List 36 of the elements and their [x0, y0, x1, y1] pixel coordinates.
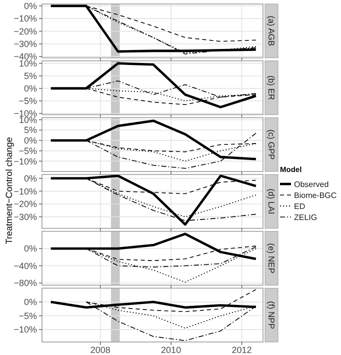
- y-tick-label: 0%: [24, 173, 37, 184]
- legend-label: Biome-BGC: [294, 190, 337, 200]
- y-tick-label: −30%: [14, 39, 37, 50]
- y-tick-label: −10%: [14, 156, 37, 166]
- y-tick-label: 10%: [18, 58, 37, 68]
- y-tick-label: 5%: [24, 125, 37, 136]
- y-tick-label: 0%: [24, 84, 37, 94]
- y-tick-label: −5%: [18, 146, 37, 156]
- legend-label: Observed: [294, 180, 329, 189]
- y-tick-label: −40%: [14, 260, 37, 271]
- y-tick-label: −5%: [18, 96, 37, 106]
- text: (a) AGB: [266, 16, 277, 46]
- y-tick-label: −5%: [18, 310, 37, 321]
- y-tick-label: −80%: [14, 278, 37, 288]
- text: (d) LAI: [266, 188, 277, 214]
- x-tick-label: 2008: [90, 345, 110, 355]
- y-tick-label: 0%: [24, 297, 37, 308]
- y-axis-title: Treatment−Control change: [4, 137, 14, 244]
- y-tick-label: 0%: [24, 136, 37, 146]
- text: (f) NPP: [266, 301, 277, 330]
- y-tick-label: 5%: [24, 71, 37, 82]
- x-tick-label: 2010: [161, 345, 182, 355]
- text: (b) ER: [266, 75, 277, 100]
- y-tick-label: −10%: [14, 324, 37, 335]
- text: (e) NEP: [266, 243, 277, 274]
- y-tick-label: 0%: [24, 244, 37, 254]
- legend-label: ED: [294, 202, 306, 211]
- y-tick-label: 0%: [24, 1, 37, 12]
- text: (c) GPP: [266, 129, 277, 160]
- y-tick-label: −30%: [14, 212, 37, 222]
- x-tick-label: 2012: [232, 345, 252, 355]
- y-tick-label: −10%: [14, 14, 37, 24]
- y-tick-label: −20%: [14, 26, 37, 36]
- y-tick-label: −20%: [14, 199, 37, 210]
- legend-label: ZELIG: [294, 212, 318, 222]
- y-tick-label: −10%: [14, 186, 37, 196]
